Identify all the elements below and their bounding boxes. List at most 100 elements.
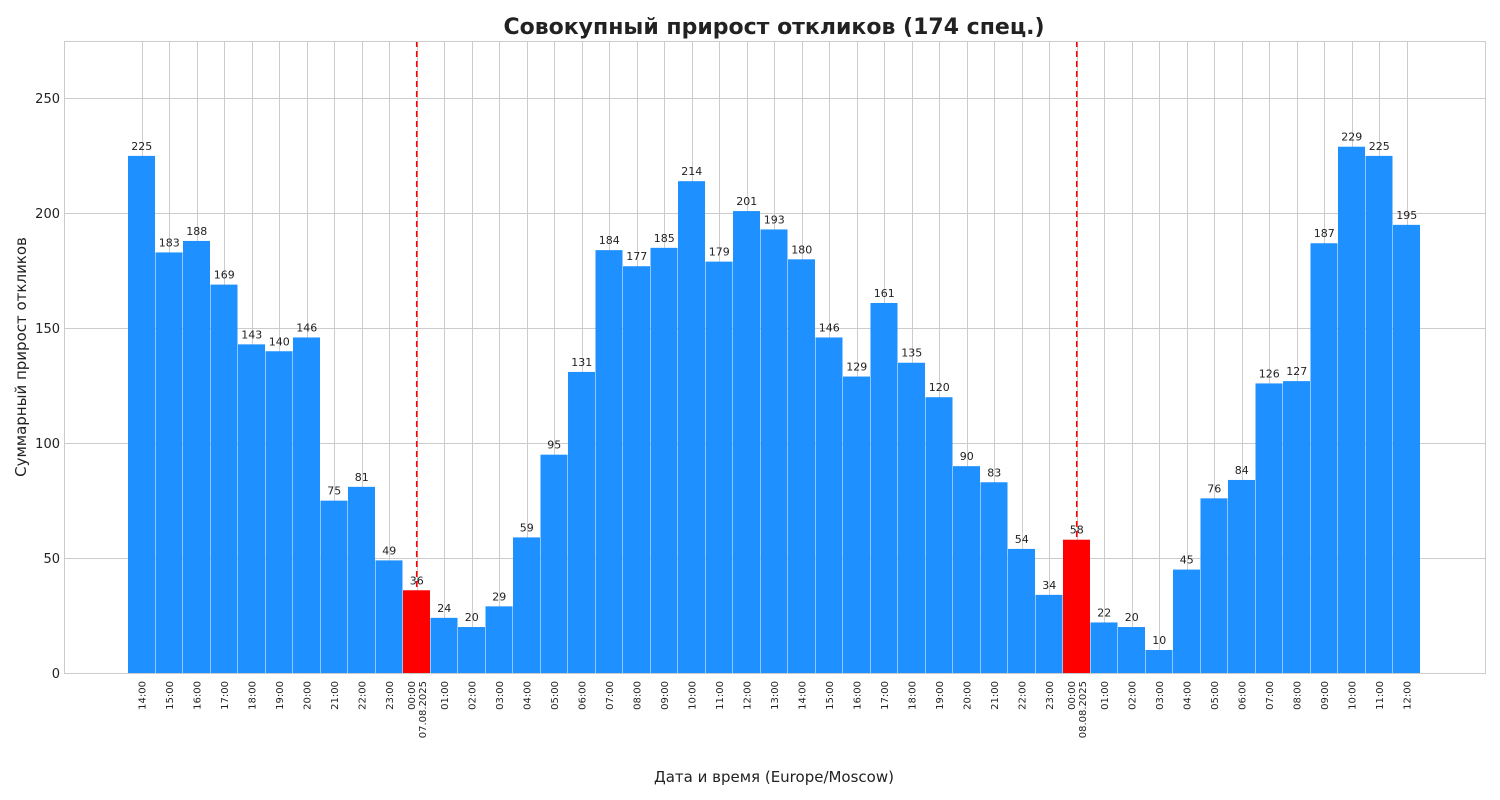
bar bbox=[705, 261, 733, 673]
y-tick-label: 100 bbox=[35, 437, 60, 452]
bar bbox=[348, 486, 375, 673]
bar-value-label: 24 bbox=[437, 602, 451, 615]
x-tick-text: 15:00 bbox=[165, 681, 176, 710]
x-tick-label: 10:00 bbox=[687, 681, 698, 710]
bar bbox=[210, 284, 238, 673]
x-tick-label: 08:00 bbox=[632, 681, 643, 710]
x-tick-text: 02:00 bbox=[467, 681, 478, 710]
x-tick-text: 12:00 bbox=[742, 681, 753, 710]
x-tick-text: 16:00 bbox=[852, 681, 863, 710]
bar bbox=[1228, 479, 1255, 673]
x-tick-text: 11:00 bbox=[1375, 681, 1386, 710]
chart-title: Совокупный прирост откликов (174 спец.) bbox=[503, 15, 1044, 40]
bar-value-label: 193 bbox=[764, 213, 785, 226]
bar bbox=[1145, 650, 1173, 673]
x-tick-label: 14:00 bbox=[137, 681, 148, 710]
bar-value-label: 81 bbox=[355, 471, 369, 484]
bar bbox=[760, 229, 788, 673]
bar bbox=[1200, 498, 1228, 673]
x-tick-label: 02:00 bbox=[1127, 681, 1138, 710]
bar bbox=[953, 466, 980, 673]
x-tick-text: 09:00 bbox=[660, 681, 671, 710]
x-tick-label: 06:00 bbox=[577, 681, 588, 710]
x-tick-text: 05:00 bbox=[1210, 681, 1221, 710]
bar-value-label: 131 bbox=[571, 356, 592, 369]
bar bbox=[1035, 594, 1063, 673]
x-tick-text: 03:00 bbox=[495, 681, 506, 710]
bar-value-label: 126 bbox=[1259, 367, 1280, 380]
x-tick-text: 02:00 bbox=[1127, 681, 1138, 710]
x-tick-text: 20:00 bbox=[962, 681, 973, 710]
bar bbox=[650, 247, 678, 673]
bar bbox=[265, 351, 293, 673]
x-tick-text: 07:00 bbox=[1265, 681, 1276, 710]
x-tick-text: 08.08.2025 bbox=[1078, 681, 1089, 738]
x-tick-text: 14:00 bbox=[137, 681, 148, 710]
x-tick-label: 14:00 bbox=[797, 681, 808, 710]
x-tick-text: 23:00 bbox=[385, 681, 396, 710]
bar-value-label: 185 bbox=[654, 232, 675, 245]
bar-value-label: 169 bbox=[214, 269, 235, 282]
x-axis-ticks: 14:00 15:00 16:00 17:00 18:00 19:00 20:00 21:00… bbox=[137, 681, 1413, 738]
x-tick-text: 01:00 bbox=[1100, 681, 1111, 710]
bar-value-label: 201 bbox=[736, 195, 757, 208]
x-tick-label: 10:00 bbox=[1347, 681, 1358, 710]
x-tick-label: 22:00 bbox=[357, 681, 368, 710]
x-tick-label: 04:00 bbox=[1182, 681, 1193, 710]
bar bbox=[1310, 243, 1338, 674]
x-tick-label: 09:00 bbox=[660, 681, 671, 710]
bar-value-label: 135 bbox=[901, 347, 922, 360]
y-tick-label: 150 bbox=[35, 322, 60, 337]
x-tick-label: 08:00 bbox=[1292, 681, 1303, 710]
bar-value-label: 29 bbox=[492, 590, 506, 603]
bar-value-label: 120 bbox=[929, 381, 950, 394]
bar bbox=[293, 337, 320, 673]
bar-value-label: 146 bbox=[819, 321, 840, 334]
x-tick-text: 07.08.2025 bbox=[418, 681, 429, 738]
bar-value-label: 20 bbox=[465, 611, 479, 624]
x-tick-label: 03:00 bbox=[1155, 681, 1166, 710]
x-tick-text: 14:00 bbox=[797, 681, 808, 710]
x-tick-label: 11:00 bbox=[1375, 681, 1386, 710]
bar-value-label: 179 bbox=[709, 246, 730, 259]
x-tick-text: 04:00 bbox=[522, 681, 533, 710]
bar-value-label: 34 bbox=[1042, 579, 1056, 592]
bar-value-label: 195 bbox=[1396, 209, 1417, 222]
x-tick-label: 03:00 bbox=[495, 681, 506, 710]
bar-value-label: 225 bbox=[1369, 140, 1390, 153]
x-tick-text: 22:00 bbox=[1017, 681, 1028, 710]
bar-value-label: 10 bbox=[1152, 634, 1166, 647]
x-tick-text: 13:00 bbox=[770, 681, 781, 710]
x-tick-text: 08:00 bbox=[632, 681, 643, 710]
x-tick-label: 12:00 bbox=[742, 681, 753, 710]
plot-frame bbox=[64, 41, 1486, 674]
x-tick-label: 23:00 bbox=[385, 681, 396, 710]
x-tick-label: 17:00 bbox=[220, 681, 231, 710]
bar bbox=[1008, 548, 1035, 673]
x-tick-label: 00:00 08.08.2025 bbox=[1067, 681, 1089, 738]
bar-labels: 225 183 188 169 143 140 146 75 81 49 36 24 20 29 59 95 1… bbox=[131, 131, 1417, 647]
x-tick-text: 19:00 bbox=[275, 681, 286, 710]
bar-value-label: 22 bbox=[1097, 606, 1111, 619]
y-axis-label: Суммарный прирост откликов bbox=[12, 237, 30, 477]
bar bbox=[1090, 622, 1118, 673]
bar bbox=[623, 266, 650, 673]
x-tick-label: 19:00 bbox=[275, 681, 286, 710]
x-tick-label: 12:00 bbox=[1402, 681, 1413, 710]
bar bbox=[980, 482, 1008, 673]
x-tick-label: 06:00 bbox=[1237, 681, 1248, 710]
y-tick-label: 0 bbox=[52, 667, 60, 682]
bar-value-label: 229 bbox=[1341, 131, 1362, 144]
bar bbox=[1393, 224, 1420, 673]
x-tick-label: 21:00 bbox=[330, 681, 341, 710]
bar bbox=[320, 500, 348, 673]
bar-value-label: 177 bbox=[626, 250, 647, 263]
bar bbox=[183, 240, 210, 673]
x-tick-text: 05:00 bbox=[550, 681, 561, 710]
x-tick-text: 06:00 bbox=[577, 681, 588, 710]
x-tick-label: 05:00 bbox=[1210, 681, 1221, 710]
x-tick-text: 15:00 bbox=[825, 681, 836, 710]
x-tick-text: 22:00 bbox=[357, 681, 368, 710]
bar bbox=[843, 376, 870, 673]
